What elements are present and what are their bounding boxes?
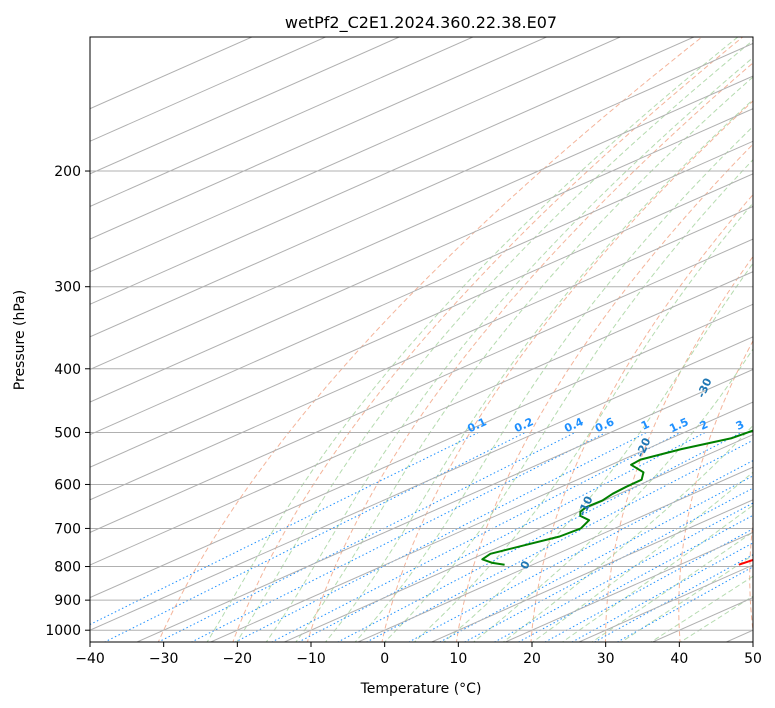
x-tick-label: −40 [75, 651, 105, 667]
plot-frame [89, 36, 754, 643]
isotherm-line [90, 205, 753, 501]
mixing-ratio-line [336, 431, 742, 642]
moist-adiabat [443, 262, 753, 642]
moist-adiabat [620, 554, 753, 642]
dry-adiabat [456, 143, 753, 642]
isotherm-line [135, 368, 753, 642]
x-tick-label: −30 [149, 651, 179, 667]
isotherm-line [90, 37, 622, 273]
x-tick-label: 30 [597, 651, 615, 667]
isotherm-line [90, 336, 753, 631]
isotherm-line [90, 37, 475, 207]
x-axis-ticks: −40 −30 −20 −10 0 10 20 30 40 50 [75, 642, 762, 667]
y-axis-label: Pressure (hPa) [12, 290, 28, 390]
mixing-ratio-line [270, 431, 681, 642]
isotherm-line [90, 173, 753, 468]
y-tick-label: 700 [54, 521, 81, 537]
moist-adiabat [354, 125, 753, 642]
x-tick-label: −20 [223, 651, 253, 667]
moist-adiabat [413, 202, 753, 642]
mixing-ratio-line [571, 542, 753, 642]
plot-area: -100-90-80-70-60-50-40-30-20-1000.10.20.… [90, 37, 753, 642]
isotherm-line [90, 108, 753, 403]
isotherm-line [356, 466, 753, 642]
y-tick-label: 900 [54, 593, 81, 609]
isotherm-line [90, 140, 753, 436]
isotherm-line [90, 271, 753, 566]
isotherm-line [90, 37, 696, 305]
x-tick-label: 10 [449, 651, 467, 667]
isotherm-line [90, 37, 327, 142]
dewpoint-line [481, 429, 753, 566]
isotherm-line [90, 75, 753, 370]
mixing-ratio-line [297, 431, 706, 642]
isotherm-line [209, 401, 753, 642]
mixing-ratio-line [234, 431, 647, 642]
isotherm-line [430, 499, 753, 642]
isotherm-line [90, 37, 548, 240]
dry-adiabat [157, 37, 703, 642]
moist-adiabat [324, 98, 753, 642]
moist-adiabat [295, 76, 753, 642]
moist-adiabat [206, 37, 739, 642]
y-tick-label: 500 [54, 425, 81, 441]
isotherm-line [90, 37, 401, 175]
y-tick-label: 300 [54, 280, 81, 296]
y-tick-label: 200 [54, 164, 81, 180]
moist-adiabat [236, 39, 753, 642]
isotherm-line [90, 37, 254, 110]
x-tick-label: 20 [523, 651, 541, 667]
x-tick-label: −10 [296, 651, 326, 667]
mixing-ratio-line [90, 431, 479, 626]
x-tick-label: 0 [380, 651, 389, 667]
moist-adiabat [502, 424, 753, 642]
mixing-ratio-line [438, 475, 753, 642]
x-axis-label: Temperature (°C) [360, 681, 482, 697]
pressure-gridlines [90, 170, 753, 631]
x-tick-label: 40 [670, 651, 688, 667]
dry-adiabat [530, 193, 753, 642]
moist-adiabat [472, 348, 753, 642]
y-tick-label: 600 [54, 477, 81, 493]
isotherm-gridlines [90, 37, 753, 642]
moist-adiabat [384, 159, 753, 642]
mixing-ratio-line [407, 460, 753, 642]
dry-adiabat [306, 62, 753, 642]
moist-adiabat [591, 531, 753, 642]
x-tick-label: 50 [744, 651, 762, 667]
dry-adiabat [232, 37, 744, 642]
moist-adiabat [265, 56, 753, 642]
mixing-ratio-line [157, 431, 576, 642]
isotherm-line [90, 42, 753, 338]
isotherm-line [283, 434, 753, 642]
y-tick-label: 800 [54, 560, 81, 576]
data-lines [481, 429, 753, 566]
chart-title: wetPf2_C2E1.2024.360.22.38.E07 [285, 13, 557, 33]
y-tick-label: 400 [54, 362, 81, 378]
mixing-ratio-line [544, 528, 753, 642]
y-tick-label: 1000 [45, 623, 81, 639]
y-axis-ticks: 1000900800700600500400300200100 [45, 164, 90, 639]
isotherm-line [90, 303, 753, 599]
